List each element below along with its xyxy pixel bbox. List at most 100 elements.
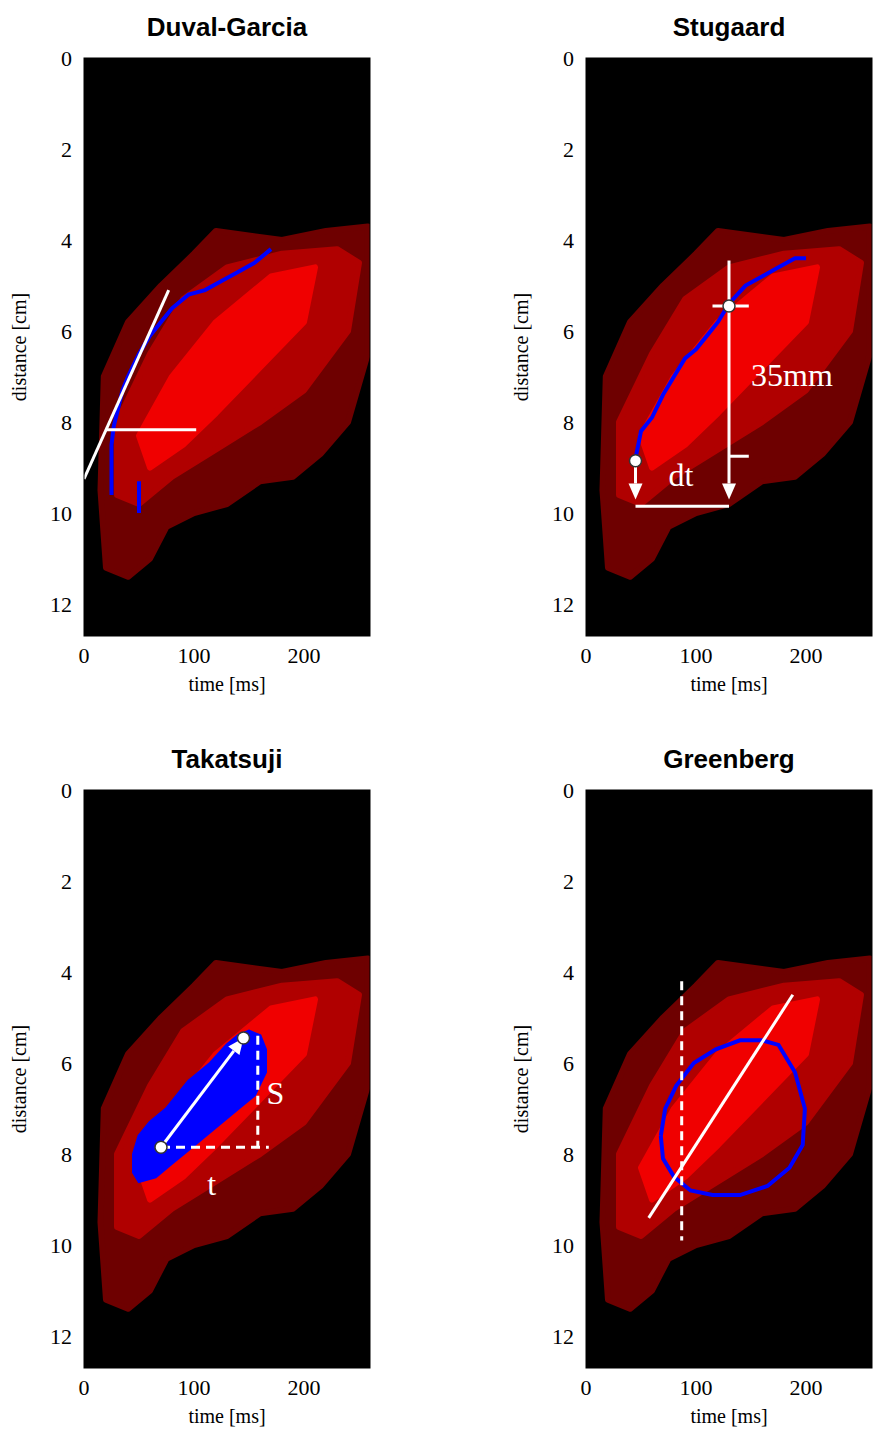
- panel: 0 2 4 6 8 10 12 0 100 200 time [ms] distance [cm] Du…: [8, 12, 370, 695]
- figure: 0246810120100200time [ms]distance [cm]Du…: [0, 0, 896, 1443]
- panel: St 0 2 4 6 8 10 12 0 100 200 time [ms] distance [cm]…: [8, 744, 370, 1427]
- x-tick-label: 100: [680, 643, 713, 668]
- y-tick-label: 12: [552, 1324, 574, 1349]
- point-marker: [723, 300, 735, 312]
- panel-title: Greenberg: [663, 744, 795, 774]
- annotation-line: [636, 505, 730, 508]
- arrow: [161, 1051, 234, 1147]
- intensity-region: [603, 226, 870, 576]
- x-tick-label: 100: [178, 1375, 211, 1400]
- x-tick-label: 200: [790, 1375, 823, 1400]
- intensity-region: [117, 249, 359, 504]
- panel: 35mm dt 0 2 4 6 8 10 12 0 100 200 time [ms] distance …: [510, 12, 872, 695]
- y-tick-label: 6: [61, 1051, 72, 1076]
- y-tick-label: 0: [61, 46, 72, 71]
- x-tick-label: 0: [79, 1375, 90, 1400]
- y-tick-label: 4: [61, 228, 72, 253]
- annotation-line: [729, 455, 749, 458]
- y-tick-label: 12: [50, 592, 72, 617]
- blue-region: [134, 1031, 266, 1181]
- y-tick-label: 4: [563, 228, 574, 253]
- plot-marks: [603, 958, 870, 1308]
- intensity-region: [603, 958, 870, 1308]
- y-tick-label: 0: [61, 778, 72, 803]
- frame: [586, 790, 872, 1368]
- x-axis-title: time [ms]: [188, 1405, 265, 1427]
- y-tick-label: 12: [50, 1324, 72, 1349]
- y-tick-label: 4: [61, 960, 72, 985]
- x-tick-label: 200: [288, 643, 321, 668]
- y-tick-label: 6: [61, 319, 72, 344]
- annotation-label: S: [267, 1075, 285, 1111]
- y-tick-label: 10: [50, 1233, 72, 1258]
- plot-marks: [603, 226, 870, 576]
- x-axis-title: time [ms]: [690, 1405, 767, 1427]
- annotation-line: [256, 1036, 259, 1148]
- annotation-line: [161, 1146, 269, 1149]
- annotation-texts: St: [207, 1075, 284, 1202]
- panel: 0246810120100200time [ms]distance [cm]Gr…: [510, 744, 872, 1427]
- x-tick-label: 200: [288, 1375, 321, 1400]
- x-tick-label: 100: [178, 643, 211, 668]
- x-axis-title: time [ms]: [690, 673, 767, 695]
- arrow-head: [722, 483, 736, 499]
- intensity-region: [641, 999, 817, 1199]
- blue-trace: [112, 249, 272, 513]
- annotation-line: [649, 995, 793, 1218]
- y-tick-label: 12: [552, 592, 574, 617]
- y-tick-label: 8: [563, 1142, 574, 1167]
- y-tick-label: 0: [563, 46, 574, 71]
- annotation-texts: 35mm dt: [669, 357, 833, 493]
- x-tick-label: 0: [581, 1375, 592, 1400]
- annotation-label: t: [207, 1166, 216, 1202]
- point-marker: [630, 455, 642, 467]
- arrow-head: [629, 483, 643, 499]
- frame: [84, 790, 370, 1368]
- intensity-region: [619, 249, 861, 504]
- y-axis-title: distance [cm]: [510, 1025, 532, 1133]
- plot-marks: [84, 226, 368, 576]
- plot-marks: [101, 958, 368, 1308]
- panel-title: Duval-Garcia: [147, 12, 308, 42]
- y-tick-label: 6: [563, 1051, 574, 1076]
- plot-area: [586, 58, 872, 636]
- y-axis-title: distance [cm]: [8, 1025, 30, 1133]
- intensity-region: [619, 981, 861, 1236]
- y-tick-label: 6: [563, 319, 574, 344]
- panel-title: Takatsuji: [172, 744, 283, 774]
- y-tick-label: 2: [61, 869, 72, 894]
- y-tick-label: 8: [61, 1142, 72, 1167]
- x-axis-title: time [ms]: [188, 673, 265, 695]
- annotation-line: [84, 290, 169, 479]
- frame: [586, 58, 872, 636]
- annotation-line: [680, 981, 683, 1240]
- plot-area: [84, 790, 370, 1368]
- y-axis-title: distance [cm]: [510, 293, 532, 401]
- y-axis-title: distance [cm]: [8, 293, 30, 401]
- annotation-line: [106, 428, 196, 431]
- annotation-label: 35mm: [751, 357, 833, 393]
- point-marker: [155, 1141, 167, 1153]
- intensity-region: [101, 958, 368, 1308]
- x-tick-label: 200: [790, 643, 823, 668]
- y-tick-label: 10: [552, 1233, 574, 1258]
- x-tick-label: 100: [680, 1375, 713, 1400]
- annotation-label: dt: [669, 457, 694, 493]
- y-tick-label: 2: [61, 137, 72, 162]
- y-tick-label: 2: [563, 137, 574, 162]
- intensity-region: [117, 981, 359, 1236]
- arrow: [728, 261, 731, 484]
- intensity-region: [101, 226, 368, 576]
- x-tick-label: 0: [79, 643, 90, 668]
- y-tick-label: 8: [61, 410, 72, 435]
- panel-title: Stugaard: [673, 12, 786, 42]
- arrow: [634, 465, 637, 483]
- y-tick-label: 8: [563, 410, 574, 435]
- point-marker: [238, 1032, 250, 1044]
- x-tick-label: 0: [581, 643, 592, 668]
- frame: [84, 58, 370, 636]
- y-tick-label: 10: [50, 501, 72, 526]
- y-tick-label: 0: [563, 778, 574, 803]
- y-tick-label: 10: [552, 501, 574, 526]
- y-tick-label: 2: [563, 869, 574, 894]
